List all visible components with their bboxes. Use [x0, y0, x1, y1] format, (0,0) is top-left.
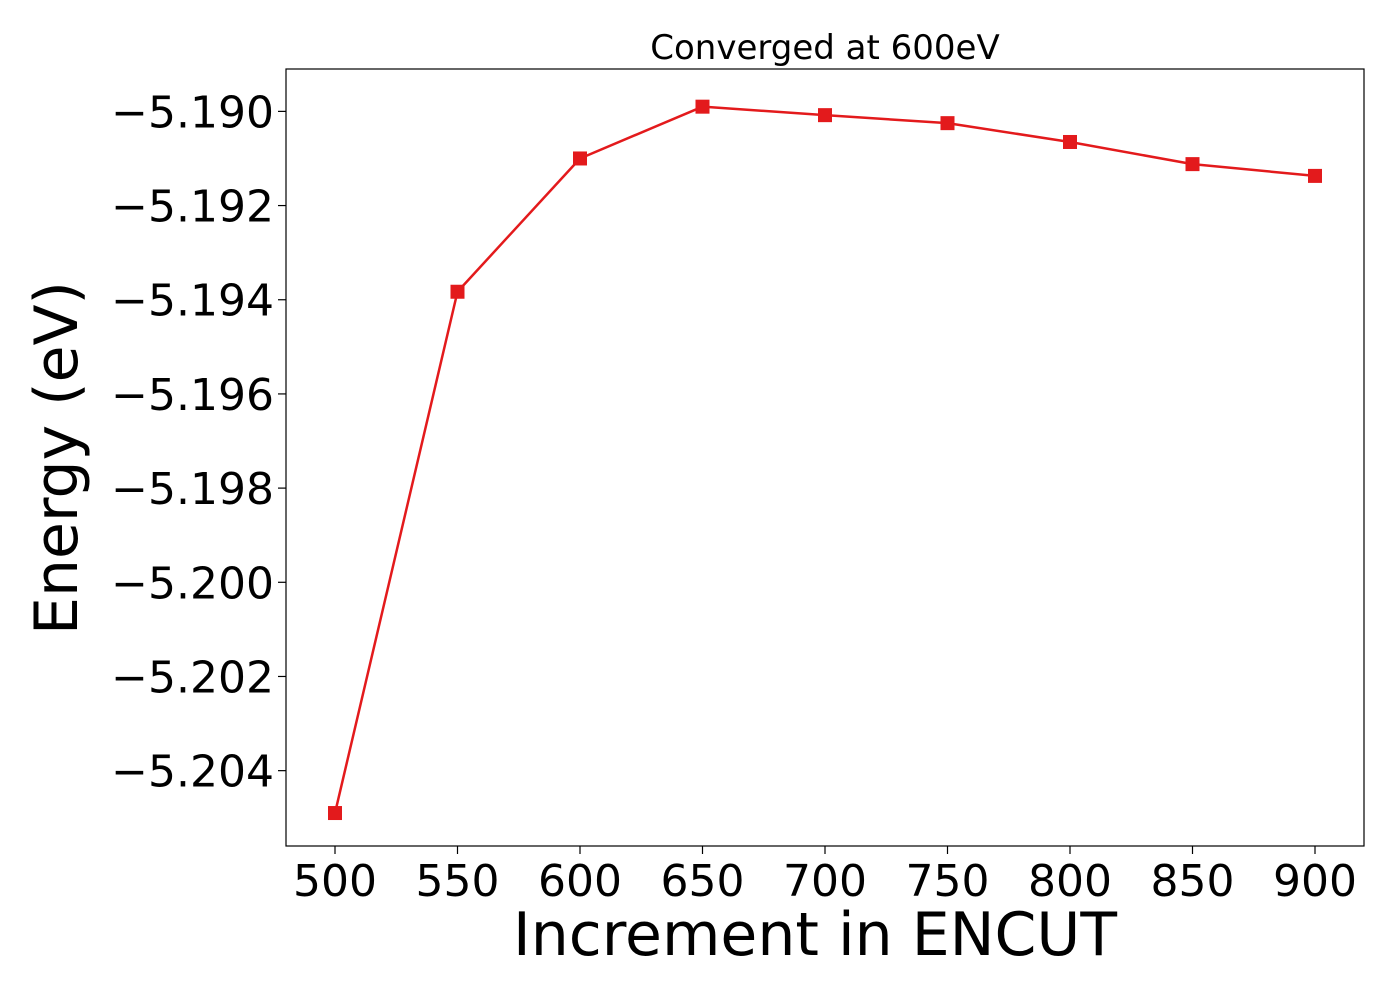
y-tick-label: −5.202: [111, 652, 274, 703]
y-tick-label: −5.200: [111, 558, 274, 609]
data-point-marker: [695, 99, 710, 114]
data-point-marker: [450, 284, 465, 299]
x-tick-label: 900: [1273, 856, 1357, 907]
x-tick-label: 600: [538, 856, 622, 907]
x-tick-label: 550: [416, 856, 500, 907]
y-axis-title: Energy (eV): [22, 281, 92, 635]
y-tick-label: −5.196: [111, 370, 274, 421]
series-layer: [328, 99, 1322, 821]
x-tick-label: 850: [1151, 856, 1235, 907]
x-axis-title: Increment in ENCUT: [513, 900, 1117, 970]
x-tick-label: 750: [906, 856, 990, 907]
y-tick-label: −5.192: [111, 182, 274, 233]
data-point-marker: [1063, 134, 1077, 149]
x-tick-label: 700: [783, 856, 867, 907]
x-tick-label: 500: [293, 856, 377, 907]
data-point-marker: [328, 806, 342, 821]
y-tick-label: −5.190: [111, 87, 274, 138]
data-point-marker: [818, 108, 832, 123]
data-point-marker: [1308, 168, 1322, 183]
data-point-marker: [573, 151, 587, 166]
y-tick-label: −5.198: [111, 464, 274, 515]
plot-frame: [285, 68, 1365, 847]
data-point-marker: [940, 116, 955, 131]
series-line: [333, 105, 1316, 814]
y-tick-label: −5.194: [111, 276, 274, 327]
data-point-marker: [1185, 157, 1200, 172]
chart-title: Converged at 600eV: [650, 28, 999, 68]
y-axis-ticks: −5.190 −5.192 −5.194 −5.196 −5.198 −5.200 −5.2…: [111, 87, 286, 798]
x-tick-label: 800: [1028, 856, 1112, 907]
x-axis-ticks: 500 550 600 650 700 750 800 850 900: [293, 846, 1357, 907]
x-tick-label: 650: [661, 856, 745, 907]
y-tick-label: −5.204: [111, 747, 274, 798]
